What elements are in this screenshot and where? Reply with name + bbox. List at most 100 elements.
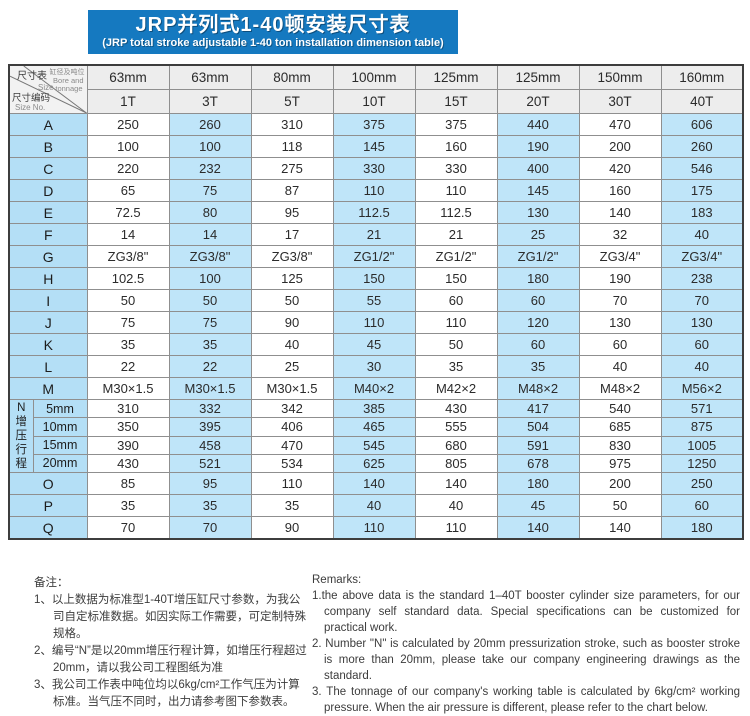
table-cell: 238 (660, 267, 744, 290)
table-row: Q 70 70 90 110 110 140 140 180 (8, 516, 744, 540)
table-cell: 190 (496, 135, 580, 158)
table-row: J 75 75 90 110 110 120 130 130 (8, 311, 744, 334)
title-banner: JRP并列式1-40顿安装尺寸表 (JRP total stroke adjus… (88, 10, 458, 54)
column-bore: 160mm (660, 64, 744, 90)
table-cell: 50 (168, 289, 252, 312)
table-cell: 130 (496, 201, 580, 224)
corner-sizeno-en: Size No. (15, 103, 46, 112)
table-cell: 417 (496, 398, 580, 419)
table-row: O 85 95 110 140 140 180 200 250 (8, 472, 744, 495)
table-body: A 250 260 310 375 375 440 470 606 B 100 100 118 145 16… (8, 113, 744, 540)
row-label: M (8, 377, 88, 400)
table-cell: M30×1.5 (168, 377, 252, 400)
note-item: 3、我公司工作表中吨位均以6kg/cm²工作气压为计算标准。当气压不同时，出力请… (34, 679, 300, 708)
table-row: L 22 22 25 30 35 35 40 40 (8, 355, 744, 378)
notes-english: Remarks: 1.the above data is the standar… (312, 572, 740, 716)
table-cell: 130 (660, 311, 744, 334)
table-cell: 540 (578, 398, 662, 419)
column-tonnage: 10T (332, 89, 416, 114)
table-cell: 232 (168, 157, 252, 180)
table-row: 10mm 350 395 406 465 555 504 685 875 (9, 417, 744, 437)
table-row: N 增压行程 5mm 310 332 342 385 430 417 540 571 (8, 398, 744, 473)
table-cell: 17 (250, 223, 334, 246)
column-bore: 80mm (250, 64, 334, 90)
table-cell: 60 (414, 289, 498, 312)
row-label: O (8, 472, 88, 495)
table-cell: 100 (168, 135, 252, 158)
table-cell: M30×1.5 (250, 377, 334, 400)
table-cell: 70 (168, 516, 252, 540)
table-cell: 145 (332, 135, 416, 158)
table-cell: 546 (660, 157, 744, 180)
table-cell: 75 (168, 311, 252, 334)
table-cell: 75 (168, 179, 252, 202)
stroke-sublabel: 10mm (32, 417, 88, 437)
column-bore: 125mm (414, 64, 498, 90)
table-row: E 72.5 80 95 112.5 112.5 130 140 183 (8, 201, 744, 224)
table-cell: 310 (86, 398, 170, 419)
table-cell: M56×2 (660, 377, 744, 400)
table-cell: 180 (660, 516, 744, 540)
table-cell: 260 (660, 135, 744, 158)
table-cell: 555 (414, 417, 498, 437)
table-row: M M30×1.5 M30×1.5 M30×1.5 M40×2 M42×2 M48×2 M48… (8, 377, 744, 400)
table-cell: 330 (414, 157, 498, 180)
table-cell: 22 (86, 355, 170, 378)
table-cell: 21 (332, 223, 416, 246)
table-row: D 65 75 87 110 110 145 160 175 (8, 179, 744, 202)
table-cell: ZG1/2" (496, 245, 580, 268)
table-cell: 60 (496, 289, 580, 312)
note-item: 3. The tonnage of our company's working … (312, 686, 740, 714)
table-cell: 145 (496, 179, 580, 202)
table-cell: 250 (86, 113, 170, 136)
table-cell: 60 (496, 333, 580, 356)
table-cell: 350 (86, 417, 170, 437)
table-cell: 390 (86, 435, 170, 455)
table-cell: 625 (332, 453, 416, 474)
table-row: A 250 260 310 375 375 440 470 606 (8, 113, 744, 136)
table-cell: 100 (168, 267, 252, 290)
table-cell: 504 (496, 417, 580, 437)
table-row: K 35 35 40 45 50 60 60 60 (8, 333, 744, 356)
table-cell: 110 (414, 311, 498, 334)
table-cell: ZG1/2" (332, 245, 416, 268)
column-bore: 100mm (332, 64, 416, 90)
row-label: F (8, 223, 88, 246)
table-cell: 591 (496, 435, 580, 455)
corner-bore-en: Bore and (53, 76, 84, 85)
row-label: Q (8, 516, 88, 540)
table-cell: 90 (250, 311, 334, 334)
table-cell: ZG3/8" (86, 245, 170, 268)
table-cell: ZG1/2" (414, 245, 498, 268)
table-cell: 35 (168, 494, 252, 517)
table-cell: 470 (250, 435, 334, 455)
table-cell: 32 (578, 223, 662, 246)
table-cell: 175 (660, 179, 744, 202)
corner-bore-zh: 缸径及吨位 (49, 69, 85, 76)
table-cell: 60 (660, 333, 744, 356)
table-cell: 118 (250, 135, 334, 158)
table-cell: 342 (250, 398, 334, 419)
page-subtitle: (JRP total stroke adjustable 1-40 ton in… (102, 37, 444, 49)
table-cell: 85 (86, 472, 170, 495)
table-cell: 1005 (660, 435, 744, 455)
table-cell: 112.5 (414, 201, 498, 224)
table-cell: 545 (332, 435, 416, 455)
table-cell: 50 (578, 494, 662, 517)
row-label: B (8, 135, 88, 158)
table-cell: 420 (578, 157, 662, 180)
table-cell: 150 (332, 267, 416, 290)
table-cell: 190 (578, 267, 662, 290)
table-cell: 160 (578, 179, 662, 202)
table-cell: 250 (660, 472, 744, 495)
table-cell: 100 (86, 135, 170, 158)
table-cell: 35 (168, 333, 252, 356)
table-cell: 430 (414, 398, 498, 419)
page-title: JRP并列式1-40顿安装尺寸表 (135, 14, 411, 36)
corner-size-en: Size (38, 83, 54, 92)
table-cell: 678 (496, 453, 580, 474)
table-cell: 60 (660, 494, 744, 517)
row-label: J (8, 311, 88, 334)
stroke-sublabel: 20mm (32, 453, 88, 474)
